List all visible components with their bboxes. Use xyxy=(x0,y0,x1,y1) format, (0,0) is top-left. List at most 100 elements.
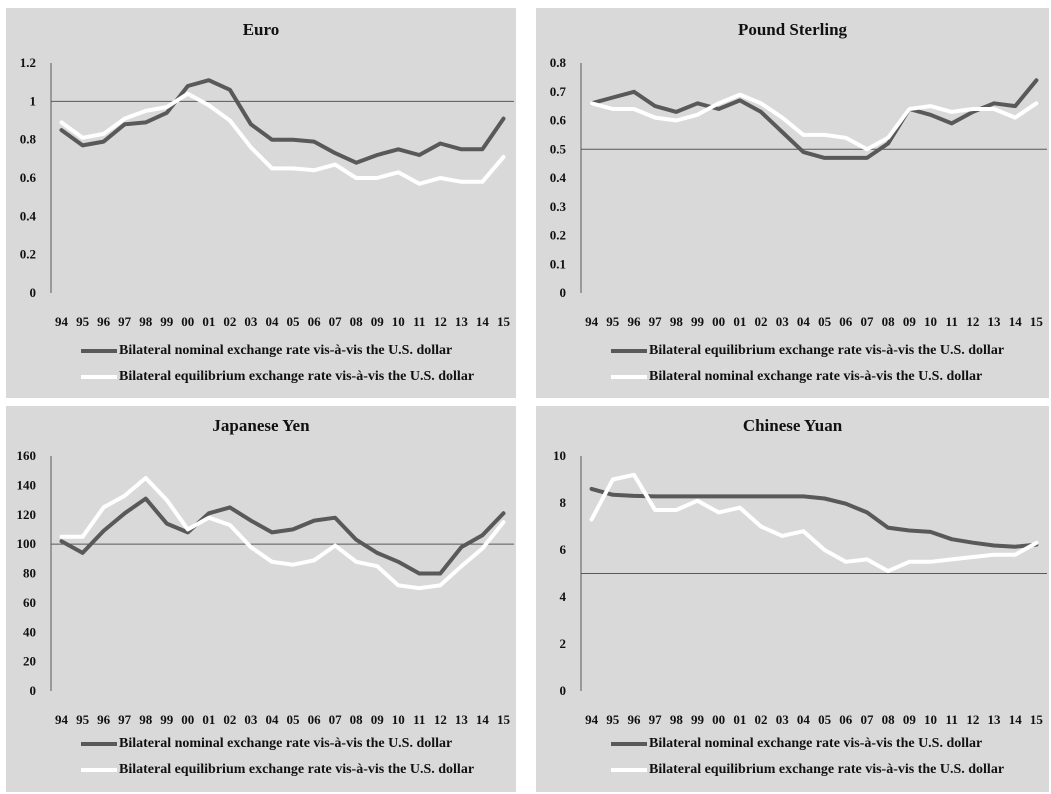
y-tick-label: 120 xyxy=(17,507,37,522)
legend-label: Bilateral equilibrium exchange rate vis-… xyxy=(649,762,1005,777)
series-line-white xyxy=(589,472,1039,574)
chart-title: Chinese Yuan xyxy=(742,416,843,435)
legend-item: Bilateral nominal exchange rate vis-à-vi… xyxy=(81,338,474,364)
x-tick-label: 01 xyxy=(202,712,215,727)
x-tick-label: 97 xyxy=(649,314,663,329)
y-tick-label: 0 xyxy=(560,285,567,300)
series-line-dark xyxy=(589,78,1039,160)
y-tick-label: 60 xyxy=(23,595,36,610)
y-tick-label: 20 xyxy=(23,654,36,669)
x-tick-label: 11 xyxy=(413,712,425,727)
x-tick-label: 00 xyxy=(712,712,725,727)
legend-item: Bilateral equilibrium exchange rate vis-… xyxy=(611,757,1004,783)
x-tick-label: 99 xyxy=(691,712,705,727)
chart-svg: 0 0.1 0.2 0.3 0.4 0.5 0.6 0.7 0.8 94 95 96 97 98 99 00 0… xyxy=(550,55,1047,329)
x-tick-label: 97 xyxy=(118,712,132,727)
x-tick-label: 95 xyxy=(76,712,90,727)
legend-label: Bilateral nominal exchange rate vis-à-vi… xyxy=(649,736,983,751)
x-tick-label: 06 xyxy=(308,712,322,727)
y-tick-label: 0.4 xyxy=(550,170,567,185)
x-tick-label: 14 xyxy=(476,712,490,727)
x-tick-label: 15 xyxy=(497,314,511,329)
x-tick-label: 06 xyxy=(839,314,853,329)
x-tick-label: 15 xyxy=(497,712,511,727)
x-tick-label: 13 xyxy=(988,712,1002,727)
x-tick-label: 98 xyxy=(139,314,153,329)
x-tick-label: 07 xyxy=(860,712,874,727)
legend-swatch xyxy=(81,742,117,746)
x-tick-label: 09 xyxy=(903,314,917,329)
x-tick-label: 05 xyxy=(818,314,832,329)
y-tick-label: 0.2 xyxy=(550,228,566,243)
y-tick-label: 6 xyxy=(560,542,567,557)
series-line-dark xyxy=(59,78,506,165)
y-tick-label: 0.6 xyxy=(20,170,37,185)
y-tick-label: 8 xyxy=(560,495,567,510)
legend-swatch xyxy=(81,375,117,379)
legend-swatch xyxy=(611,349,647,353)
x-tick-label: 09 xyxy=(903,712,917,727)
series-line-white xyxy=(589,92,1039,152)
x-tick-label: 11 xyxy=(413,314,425,329)
y-tick-label: 1.2 xyxy=(20,55,36,70)
y-tick-label: 0.2 xyxy=(20,247,36,262)
x-tick-label: 99 xyxy=(160,314,174,329)
y-tick-label: 80 xyxy=(23,566,36,581)
x-tick-label: 02 xyxy=(755,712,768,727)
x-tick-label: 07 xyxy=(860,314,874,329)
y-tick-label: 0 xyxy=(560,683,567,698)
x-tick-label: 10 xyxy=(392,712,405,727)
legend-label: Bilateral equilibrium exchange rate vis-… xyxy=(649,343,1005,358)
y-tick-label: 4 xyxy=(560,589,567,604)
x-tick-label: 10 xyxy=(392,314,405,329)
legend-swatch xyxy=(81,768,117,772)
x-tick-label: 07 xyxy=(329,314,343,329)
y-tick-label: 10 xyxy=(553,448,566,463)
legend-item: Bilateral equilibrium exchange rate vis-… xyxy=(81,364,474,390)
x-tick-label: 04 xyxy=(797,712,811,727)
legend-label: Bilateral nominal exchange rate vis-à-vi… xyxy=(119,736,453,751)
series-line-white xyxy=(59,476,506,591)
series-line-dark xyxy=(589,486,1039,549)
x-tick-label: 14 xyxy=(1009,314,1023,329)
chart-title: Euro xyxy=(242,20,280,39)
y-tick-label: 100 xyxy=(17,536,37,551)
x-tick-label: 13 xyxy=(455,712,469,727)
x-tick-label: 95 xyxy=(606,314,620,329)
x-tick-label: 14 xyxy=(1009,712,1023,727)
x-tick-label: 94 xyxy=(55,712,69,727)
x-tick-label: 02 xyxy=(223,712,236,727)
x-tick-label: 97 xyxy=(649,712,663,727)
chart-legend: Bilateral nominal exchange rate vis-à-vi… xyxy=(81,338,474,390)
x-tick-label: 01 xyxy=(733,712,746,727)
x-tick-label: 03 xyxy=(776,712,790,727)
x-tick-label: 05 xyxy=(287,712,301,727)
x-tick-label: 99 xyxy=(160,712,174,727)
x-tick-label: 13 xyxy=(988,314,1002,329)
x-tick-label: 96 xyxy=(627,712,641,727)
x-tick-label: 09 xyxy=(371,712,385,727)
y-tick-label: 40 xyxy=(23,624,36,639)
x-tick-label: 00 xyxy=(712,314,725,329)
x-tick-label: 94 xyxy=(585,314,599,329)
x-tick-label: 96 xyxy=(627,314,641,329)
legend-label: Bilateral equilibrium exchange rate vis-… xyxy=(119,762,475,777)
x-tick-label: 12 xyxy=(966,712,979,727)
x-tick-label: 11 xyxy=(946,712,958,727)
chart-legend: Bilateral nominal exchange rate vis-à-vi… xyxy=(81,731,474,783)
x-tick-label: 05 xyxy=(818,712,832,727)
x-tick-label: 01 xyxy=(202,314,215,329)
x-tick-label: 05 xyxy=(287,314,301,329)
x-tick-label: 04 xyxy=(265,712,279,727)
x-tick-label: 15 xyxy=(1030,712,1044,727)
legend-item: Bilateral nominal exchange rate vis-à-vi… xyxy=(81,731,474,757)
x-tick-label: 08 xyxy=(350,712,364,727)
legend-item: Bilateral nominal exchange rate vis-à-vi… xyxy=(611,731,1004,757)
y-tick-label: 0.4 xyxy=(20,208,37,223)
x-tick-label: 03 xyxy=(776,314,790,329)
chart-title: Pound Sterling xyxy=(737,20,848,39)
y-tick-label: 140 xyxy=(17,477,37,492)
x-tick-label: 15 xyxy=(1030,314,1044,329)
chart-svg: 0 20 40 60 80 100 120 140 160 94 95 96 97 98 99 00 01 02 0… xyxy=(17,448,514,727)
